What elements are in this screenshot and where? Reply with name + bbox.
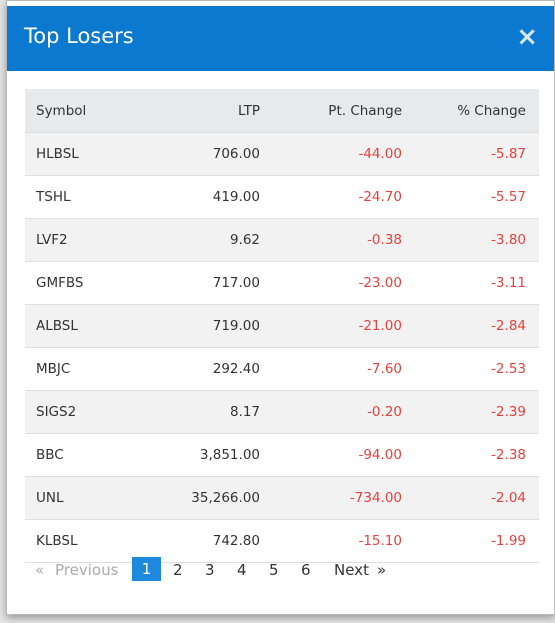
table-row: LVF2 9.62 -0.38 -3.80	[25, 218, 539, 262]
table-cell: 719.00	[156, 304, 260, 348]
column-header: Symbol	[25, 89, 156, 133]
header-row: Symbol LTP Pt. Change% Change	[25, 89, 539, 133]
table-cell: 35,266.00	[156, 476, 260, 520]
column-header: LTP	[156, 89, 260, 133]
table-cell: -5.57	[402, 175, 539, 219]
page-link[interactable]: 5	[269, 561, 279, 579]
last-page[interactable]: »	[377, 561, 387, 579]
table-row: HLBSL 706.00 -44.00 -5.87	[25, 132, 539, 176]
page-link[interactable]: 2	[173, 561, 183, 579]
table-cell: -2.84	[402, 304, 539, 348]
table-cell: -24.70	[260, 175, 402, 219]
close-button[interactable]: ×	[516, 22, 538, 52]
modal: Top Losers × Symbol LTP Pt. Change% Change…	[6, 0, 555, 615]
table-cell: 292.40	[156, 347, 260, 391]
table-cell: LVF2	[25, 218, 156, 262]
table-row: GMFBS 717.00 -23.00 -3.11	[25, 261, 539, 305]
table-cell: ALBSL	[25, 304, 156, 348]
modal-title: Top Losers	[24, 24, 134, 48]
table-cell: -3.80	[402, 218, 539, 262]
table-cell: BBC	[25, 433, 156, 477]
table-cell: HLBSL	[25, 132, 156, 176]
table-cell: -94.00	[260, 433, 402, 477]
table-cell: TSHL	[25, 175, 156, 219]
table-cell: -1.99	[402, 519, 539, 563]
table-cell: -44.00	[260, 132, 402, 176]
previous-page: Previous	[55, 561, 119, 579]
column-header: % Change	[402, 89, 539, 133]
column-header: Pt. Change	[260, 89, 402, 133]
table-cell: -5.87	[402, 132, 539, 176]
page-link[interactable]: 6	[301, 561, 311, 579]
table-cell: -2.53	[402, 347, 539, 391]
table-cell: -734.00	[260, 476, 402, 520]
first-page: «	[35, 561, 45, 579]
table-cell: -2.04	[402, 476, 539, 520]
page-link[interactable]: 1	[132, 557, 161, 581]
table-cell: 9.62	[156, 218, 260, 262]
table-cell: 8.17	[156, 390, 260, 434]
next-page[interactable]: Next	[334, 561, 369, 579]
table-cell: 706.00	[156, 132, 260, 176]
table-cell: -0.20	[260, 390, 402, 434]
table-row: BBC 3,851.00 -94.00 -2.38	[25, 433, 539, 477]
table-cell: -7.60	[260, 347, 402, 391]
table-row: ALBSL 719.00 -21.00 -2.84	[25, 304, 539, 348]
table-cell: -3.11	[402, 261, 539, 305]
table-row: KLBSL 742.80 -15.10 -1.99	[25, 519, 539, 563]
table-row: TSHL 419.00 -24.70 -5.57	[25, 175, 539, 219]
table-cell: 742.80	[156, 519, 260, 563]
table-cell: 717.00	[156, 261, 260, 305]
table-cell: -0.38	[260, 218, 402, 262]
table-cell: MBJC	[25, 347, 156, 391]
table-cell: UNL	[25, 476, 156, 520]
page-link[interactable]: 3	[205, 561, 215, 579]
table-cell: 419.00	[156, 175, 260, 219]
modal-header: Top Losers ×	[7, 6, 554, 71]
table-row: MBJC 292.40 -7.60 -2.53	[25, 347, 539, 391]
pagination: « Previous 1 2 3 4 5 6 Next »	[7, 557, 554, 583]
table-cell: KLBSL	[25, 519, 156, 563]
page-link[interactable]: 4	[237, 561, 247, 579]
table-cell: -2.39	[402, 390, 539, 434]
table-cell: -2.38	[402, 433, 539, 477]
table-cell: 3,851.00	[156, 433, 260, 477]
table-cell: -23.00	[260, 261, 402, 305]
table-row: UNL 35,266.00 -734.00 -2.04	[25, 476, 539, 520]
losers-table: Symbol LTP Pt. Change% Change HLBSL 706.00-…	[25, 89, 539, 563]
table-cell: -15.10	[260, 519, 402, 563]
table-cell: GMFBS	[25, 261, 156, 305]
table-row: SIGS2 8.17 -0.20 -2.39	[25, 390, 539, 434]
table-cell: SIGS2	[25, 390, 156, 434]
table-cell: -21.00	[260, 304, 402, 348]
